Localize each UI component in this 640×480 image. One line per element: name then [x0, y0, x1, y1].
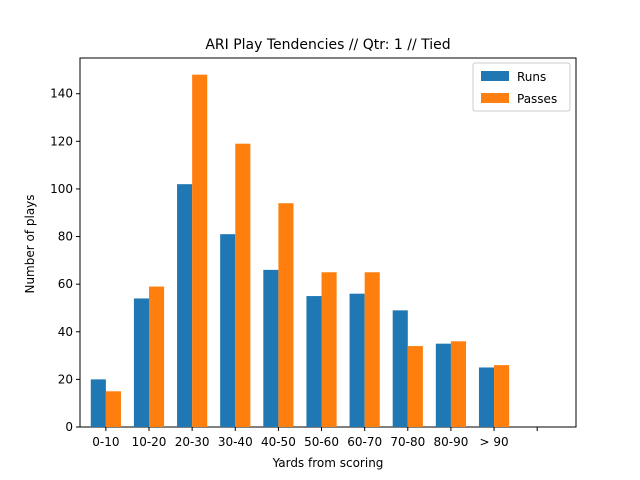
legend: Runs Passes: [472, 62, 571, 112]
x-tick-label: 60-70: [347, 435, 382, 449]
bar-passes-2: [192, 74, 208, 427]
x-tick-label: 10-20: [132, 435, 167, 449]
x-tick-label: 0-10: [92, 435, 119, 449]
y-tick-label: 140: [50, 87, 73, 101]
bar-runs-6: [349, 293, 365, 427]
legend-label-passes: Passes: [517, 92, 557, 106]
bar-passes-7: [407, 346, 423, 427]
bar-passes-3: [235, 143, 251, 427]
chart-title: ARI Play Tendencies // Qtr: 1 // Tied: [205, 37, 450, 53]
bar-runs-2: [177, 184, 193, 427]
x-tick-label: 20-30: [175, 435, 210, 449]
y-axis: 0 20 40 60 80 100 120 140: [50, 87, 80, 434]
y-tick-label: 120: [50, 134, 73, 148]
y-tick-label: 60: [58, 277, 73, 291]
bar-passes-9: [494, 365, 510, 427]
bar-passes-0: [105, 391, 121, 427]
bar-runs-7: [392, 310, 408, 427]
x-axis: 0-10 10-20 20-30 30-40 40-50 50-60 60-70 70-80 8…: [92, 427, 538, 449]
y-tick-label: 100: [50, 182, 73, 196]
x-axis-label: Yards from scoring: [272, 456, 384, 470]
bar-passes-5: [321, 272, 337, 427]
y-tick-label: 20: [58, 372, 73, 386]
legend-swatch-runs: [481, 71, 509, 81]
y-tick-label: 40: [58, 325, 73, 339]
x-tick-label: 70-80: [390, 435, 425, 449]
bar-passes-6: [364, 272, 380, 427]
bar-runs-3: [220, 234, 236, 427]
bar-runs-0: [90, 379, 106, 427]
y-axis-label: Number of plays: [23, 194, 37, 293]
y-tick-label: 0: [65, 420, 73, 434]
x-tick-label: 30-40: [218, 435, 253, 449]
bar-runs-4: [263, 269, 279, 427]
legend-label-runs: Runs: [517, 70, 546, 84]
x-tick-label: 80-90: [433, 435, 468, 449]
bar-runs-5: [306, 296, 322, 427]
bar-passes-1: [149, 286, 165, 427]
y-tick-label: 80: [58, 230, 73, 244]
bar-runs-9: [478, 367, 495, 427]
x-tick-label: > 90: [479, 435, 508, 449]
bars: [90, 74, 510, 427]
bar-passes-4: [278, 203, 294, 427]
bar-runs-8: [435, 343, 451, 427]
bar-runs-1: [133, 298, 150, 427]
legend-swatch-passes: [481, 93, 509, 103]
bar-passes-8: [450, 341, 467, 427]
x-tick-label: 40-50: [261, 435, 296, 449]
x-tick-label: 50-60: [304, 435, 339, 449]
